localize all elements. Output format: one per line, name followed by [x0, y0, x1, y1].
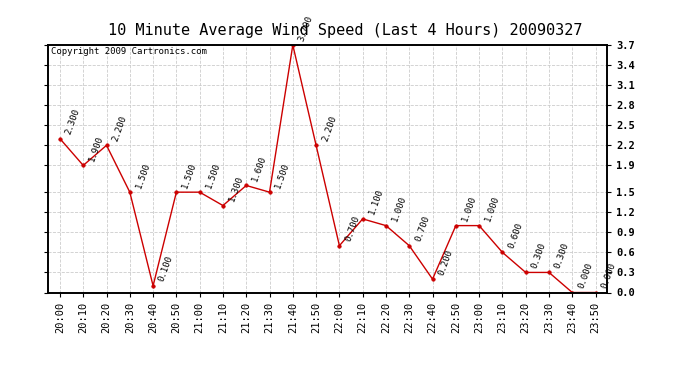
Text: 0.100: 0.100 [157, 255, 175, 283]
Text: 1.500: 1.500 [181, 161, 198, 189]
Text: 1.000: 1.000 [390, 195, 408, 223]
Text: 0.300: 0.300 [530, 242, 547, 270]
Text: 2.300: 2.300 [64, 108, 81, 136]
Text: 10 Minute Average Wind Speed (Last 4 Hours) 20090327: 10 Minute Average Wind Speed (Last 4 Hou… [108, 22, 582, 38]
Text: 1.300: 1.300 [227, 174, 245, 203]
Text: 2.200: 2.200 [110, 114, 128, 142]
Text: 1.000: 1.000 [483, 195, 501, 223]
Text: 0.000: 0.000 [600, 261, 618, 290]
Text: 0.000: 0.000 [576, 261, 594, 290]
Text: 0.700: 0.700 [413, 214, 431, 243]
Text: 0.300: 0.300 [553, 242, 571, 270]
Text: 1.500: 1.500 [204, 161, 221, 189]
Text: 0.600: 0.600 [506, 221, 524, 250]
Text: Copyright 2009 Cartronics.com: Copyright 2009 Cartronics.com [51, 48, 207, 57]
Text: 3.700: 3.700 [297, 14, 315, 42]
Text: 1.600: 1.600 [250, 154, 268, 183]
Text: 0.200: 0.200 [437, 248, 454, 276]
Text: 1.900: 1.900 [88, 134, 105, 163]
Text: 0.700: 0.700 [344, 214, 361, 243]
Text: 1.500: 1.500 [134, 161, 152, 189]
Text: 1.500: 1.500 [274, 161, 291, 189]
Text: 1.000: 1.000 [460, 195, 477, 223]
Text: 2.200: 2.200 [320, 114, 338, 142]
Text: 1.100: 1.100 [367, 188, 384, 216]
